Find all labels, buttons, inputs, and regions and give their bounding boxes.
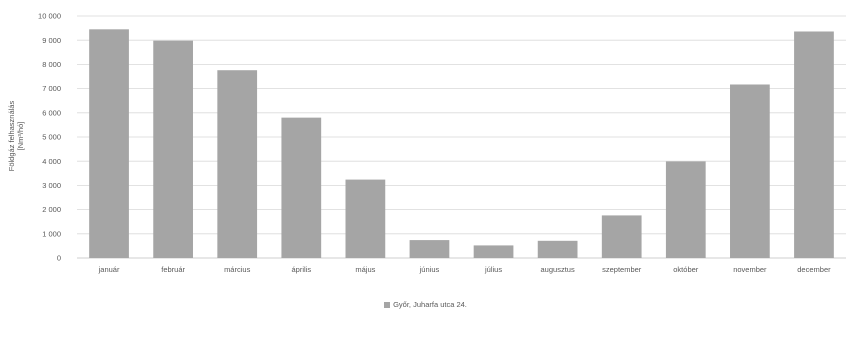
- y-axis-label-line-2: [Nm³/hó]: [16, 122, 25, 151]
- x-tick-label: április: [291, 265, 311, 274]
- y-tick-label: 10 000: [38, 12, 61, 21]
- x-axis-ticks: január február március április május június jú…: [98, 265, 832, 274]
- y-tick-label: 5 000: [42, 133, 61, 142]
- y-tick-label: 2 000: [42, 205, 61, 214]
- bar: [601, 215, 642, 258]
- x-tick-label: október: [673, 265, 699, 274]
- y-tick-label: 0: [57, 254, 61, 263]
- legend-swatch: [384, 301, 391, 308]
- bar: [345, 179, 386, 258]
- y-tick-label: 3 000: [42, 181, 61, 190]
- x-tick-label: június: [419, 265, 440, 274]
- x-tick-label: november: [733, 265, 767, 274]
- y-tick-label: 6 000: [42, 108, 61, 117]
- bar: [730, 84, 770, 259]
- y-tick-label: 4 000: [42, 157, 61, 166]
- bar: [537, 240, 578, 258]
- bar: [217, 70, 258, 258]
- x-tick-label: május: [355, 265, 375, 274]
- gridlines: [77, 15, 846, 259]
- legend: Győr, Juharfa utca 24.: [0, 300, 851, 309]
- x-tick-label: január: [98, 265, 120, 274]
- bar: [89, 29, 129, 259]
- x-tick-label: március: [224, 265, 251, 274]
- y-axis-ticks: 0 1 000 2 000 3 000 4 000 5 000 6 000 7 000 8 00…: [38, 12, 61, 263]
- y-tick-label: 1 000: [42, 229, 61, 238]
- bar: [665, 161, 706, 258]
- bar: [409, 240, 450, 258]
- x-tick-label: július: [484, 265, 502, 274]
- bars: [89, 29, 834, 259]
- bar: [473, 245, 514, 258]
- y-tick-label: 7 000: [42, 84, 61, 93]
- x-tick-label: február: [161, 265, 185, 274]
- x-tick-label: augusztus: [541, 265, 575, 274]
- bar: [794, 31, 834, 258]
- y-tick-label: 9 000: [42, 36, 61, 45]
- y-tick-label: 8 000: [42, 60, 61, 69]
- legend-label: Győr, Juharfa utca 24.: [393, 300, 467, 309]
- bar: [153, 40, 193, 259]
- x-tick-label: szeptember: [602, 265, 642, 274]
- bar: [281, 117, 322, 258]
- y-axis-label-line-1: Földgáz felhasználás: [7, 101, 16, 172]
- x-tick-label: december: [797, 265, 831, 274]
